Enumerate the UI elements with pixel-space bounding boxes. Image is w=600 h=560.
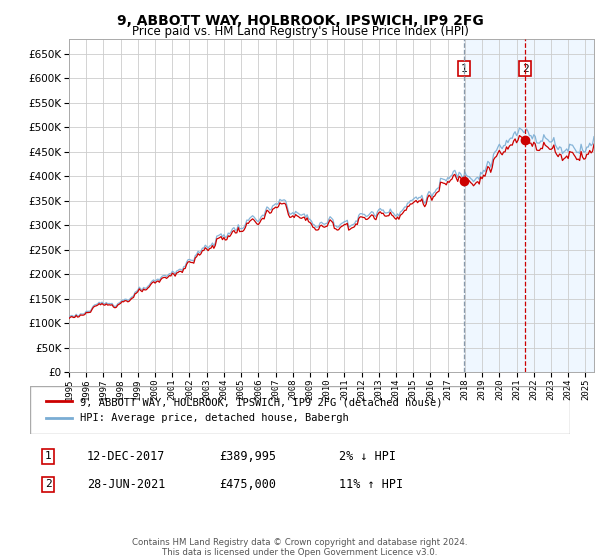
Text: £475,000: £475,000 bbox=[219, 478, 276, 491]
Text: 1: 1 bbox=[461, 64, 467, 73]
Text: Price paid vs. HM Land Registry's House Price Index (HPI): Price paid vs. HM Land Registry's House … bbox=[131, 25, 469, 38]
Bar bbox=[464, 39, 594, 372]
Text: 2: 2 bbox=[522, 64, 529, 73]
Text: 1: 1 bbox=[44, 451, 52, 461]
Text: 2: 2 bbox=[44, 479, 52, 489]
Legend: 9, ABBOTT WAY, HOLBROOK, IPSWICH, IP9 2FG (detached house), HPI: Average price, : 9, ABBOTT WAY, HOLBROOK, IPSWICH, IP9 2F… bbox=[41, 392, 448, 428]
Text: 28-JUN-2021: 28-JUN-2021 bbox=[87, 478, 166, 491]
Text: £389,995: £389,995 bbox=[219, 450, 276, 463]
Text: 9, ABBOTT WAY, HOLBROOK, IPSWICH, IP9 2FG: 9, ABBOTT WAY, HOLBROOK, IPSWICH, IP9 2F… bbox=[116, 14, 484, 28]
Text: 11% ↑ HPI: 11% ↑ HPI bbox=[339, 478, 403, 491]
Text: Contains HM Land Registry data © Crown copyright and database right 2024.
This d: Contains HM Land Registry data © Crown c… bbox=[132, 538, 468, 557]
Text: 12-DEC-2017: 12-DEC-2017 bbox=[87, 450, 166, 463]
Text: 2% ↓ HPI: 2% ↓ HPI bbox=[339, 450, 396, 463]
